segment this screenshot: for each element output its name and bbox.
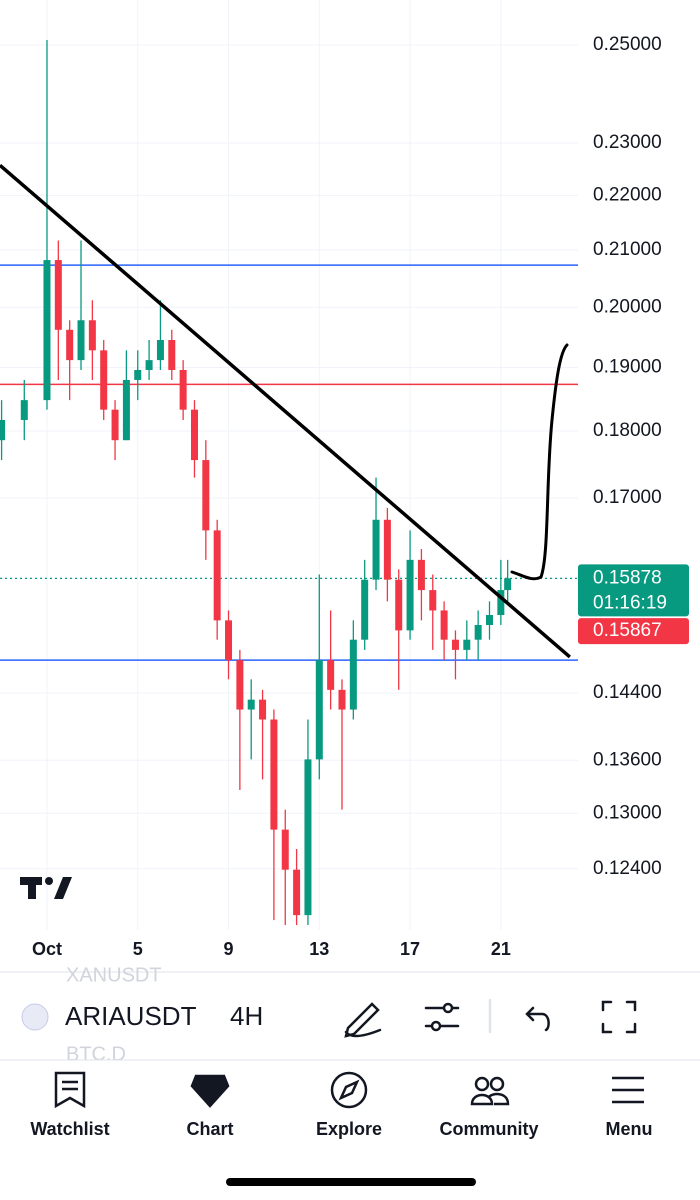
- explore-icon[interactable]: [330, 1071, 368, 1109]
- drawn-arrow: [510, 343, 569, 581]
- prev-price-label: 0.15867: [593, 620, 662, 641]
- candle-body: [54, 260, 62, 330]
- candle-body: [134, 369, 142, 380]
- community-icon: [489, 1076, 505, 1092]
- faded-symbol: XANUSDT: [66, 964, 162, 986]
- candle-body: [66, 329, 74, 361]
- indicators-knob: [442, 1002, 454, 1014]
- nav-label[interactable]: Watchlist: [30, 1119, 109, 1139]
- indicators-knob: [430, 1020, 442, 1032]
- x-tick-label: 13: [309, 939, 329, 959]
- candle-body: [417, 559, 425, 591]
- candle-body: [156, 340, 164, 361]
- y-tick-label: 0.21000: [593, 239, 662, 260]
- menu-icon[interactable]: [612, 1076, 644, 1104]
- candle-body: [315, 660, 323, 760]
- candle-body: [327, 660, 335, 690]
- symbol[interactable]: ARIAUSDT: [65, 1001, 197, 1031]
- candle-body: [145, 360, 153, 370]
- y-tick-label: 0.18000: [593, 420, 662, 441]
- candle-body: [372, 519, 380, 580]
- plot: [0, 40, 578, 926]
- draw-tool[interactable]: [344, 1002, 382, 1038]
- y-tick-label: 0.13600: [593, 749, 662, 770]
- candle-body: [395, 579, 403, 631]
- candle-body: [88, 320, 96, 351]
- nav-label[interactable]: Chart: [186, 1119, 233, 1139]
- y-tick-label: 0.17000: [593, 487, 662, 508]
- candle-body: [406, 559, 414, 631]
- countdown: 01:16:19: [593, 592, 667, 613]
- candle-body: [281, 829, 289, 870]
- grid: [0, 0, 578, 930]
- candle-body: [361, 579, 369, 640]
- x-tick-label: 5: [133, 939, 143, 959]
- y-tick-label: 0.25000: [593, 34, 662, 55]
- candle-body: [293, 869, 301, 916]
- candle-body: [504, 578, 512, 591]
- candle-body: [43, 260, 51, 401]
- last-price-box: [578, 564, 689, 617]
- candle-body: [202, 460, 210, 531]
- candle-body: [451, 639, 459, 650]
- symbol-logo: [21, 1003, 49, 1031]
- fullscreen[interactable]: [601, 1000, 637, 1034]
- watchlist-icon[interactable]: [54, 1071, 86, 1109]
- candle-body: [190, 409, 198, 461]
- candle-body: [383, 519, 391, 580]
- x-tick-label: Oct: [32, 939, 62, 959]
- nav-label[interactable]: Community: [440, 1119, 539, 1139]
- nav-label[interactable]: Explore: [316, 1119, 382, 1139]
- candle-body: [338, 689, 346, 710]
- last-price-label: 0.15878: [593, 567, 662, 588]
- candle-body: [122, 379, 130, 441]
- candle-body: [111, 409, 119, 441]
- candle-body: [247, 699, 255, 710]
- nav-label[interactable]: Menu: [606, 1119, 653, 1139]
- interval[interactable]: 4H: [230, 1001, 263, 1031]
- candle-body: [440, 610, 448, 640]
- x-tick-label: 21: [491, 939, 511, 959]
- candle-body: [497, 590, 505, 616]
- y-tick-label: 0.20000: [593, 296, 662, 317]
- candle-body: [225, 620, 233, 661]
- community-icon[interactable]: [474, 1076, 490, 1092]
- y-tick-label: 0.19000: [593, 357, 662, 378]
- candle-body: [304, 759, 312, 916]
- undo[interactable]: [525, 1006, 550, 1032]
- candle-body: [168, 340, 176, 370]
- candle-body: [213, 530, 221, 621]
- community-icon: [470, 1092, 510, 1106]
- watermark-logo: [20, 877, 72, 899]
- candle-body: [349, 639, 357, 710]
- prev-price-box: [578, 618, 689, 645]
- candle-body: [429, 590, 437, 611]
- home-indicator: [226, 1178, 476, 1186]
- y-tick-label: 0.23000: [593, 132, 662, 153]
- x-tick-label: 17: [400, 939, 420, 959]
- candle-body: [77, 320, 85, 361]
- trendline: [0, 163, 571, 659]
- y-tick-label: 0.13000: [593, 802, 662, 823]
- indicators[interactable]: [424, 1006, 460, 1028]
- x-tick-label: 9: [224, 939, 234, 959]
- candle-body: [474, 624, 482, 640]
- chart-icon[interactable]: [190, 1074, 230, 1108]
- explore-needle: [338, 1079, 360, 1101]
- candle-body: [236, 660, 244, 710]
- candle-body: [485, 615, 493, 625]
- candle-body: [259, 699, 267, 720]
- candle-body: [270, 719, 278, 830]
- faded-symbol: BTC.D: [66, 1043, 126, 1065]
- candle-body: [100, 350, 108, 410]
- candle-body: [463, 639, 471, 650]
- y-tick-label: 0.22000: [593, 184, 662, 205]
- y-tick-label: 0.12400: [593, 858, 662, 879]
- candle-body: [20, 400, 28, 420]
- candle-body: [0, 419, 6, 441]
- y-tick-label: 0.14400: [593, 682, 662, 703]
- candle-body: [179, 369, 187, 410]
